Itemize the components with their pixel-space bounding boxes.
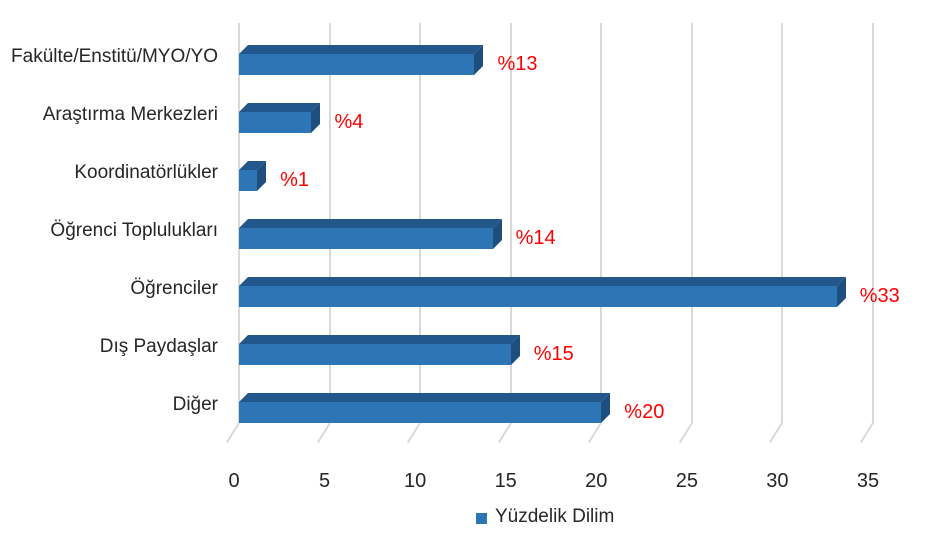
- category-label: Öğrenci Toplulukları: [50, 219, 218, 241]
- gridline: [690, 23, 693, 423]
- bar-value-label: %4: [334, 111, 364, 133]
- bar: %14: [239, 219, 873, 249]
- category-label: Koordinatörlükler: [74, 161, 218, 183]
- axis-tick: [225, 422, 240, 444]
- bar-row: %15: [239, 321, 873, 379]
- category-row: Öğrenciler: [0, 255, 218, 313]
- x-tick-label: 10: [403, 470, 427, 492]
- gridline: [509, 23, 512, 423]
- gridline: [238, 23, 240, 423]
- x-tick-label: 5: [319, 470, 331, 492]
- x-tick-label: 15: [494, 470, 517, 492]
- bar-row: %4: [239, 89, 873, 147]
- bar-front-face: [239, 402, 602, 423]
- plot-area: 0 5 10 15 20 25 30 35 %13 %: [225, 23, 900, 523]
- bar-front-face: [239, 344, 511, 365]
- bar-front-face: [239, 228, 493, 249]
- legend-label: Yüzdelik Dilim: [495, 506, 615, 527]
- bar-top-face: [239, 277, 846, 286]
- bar: %13: [239, 45, 873, 75]
- bar-value-label: %13: [497, 53, 538, 75]
- bar-top-face: [239, 335, 520, 344]
- gridline: [872, 23, 874, 423]
- bar: %33: [239, 277, 900, 307]
- bar-value-label: %20: [624, 401, 665, 423]
- bar-value-label: %1: [280, 169, 310, 191]
- bar-front-face: [239, 286, 837, 307]
- category-label: Öğrenciler: [130, 277, 218, 299]
- bar-row: %20: [239, 379, 873, 437]
- legend: Yüzdelik Dilim: [476, 506, 614, 528]
- gridline: [781, 23, 784, 423]
- bar-value-label: %15: [533, 343, 574, 365]
- bar-top-face: [239, 393, 611, 402]
- bar-top-face: [239, 45, 484, 54]
- bar-top-face: [239, 103, 321, 112]
- bar-row: %1: [239, 147, 873, 205]
- category-axis: Fakülte/Enstitü/MYO/YO Araştırma Merkezl…: [0, 23, 218, 429]
- x-tick-label: 35: [856, 470, 880, 492]
- category-row: Öğrenci Toplulukları: [0, 197, 218, 255]
- bar-row: %33: [239, 263, 900, 321]
- bar-front-face: [239, 54, 475, 75]
- bar-value-label: %33: [859, 285, 900, 307]
- x-tick-label: 30: [766, 470, 789, 492]
- x-tick-label: 25: [675, 470, 699, 492]
- bar: %15: [239, 335, 873, 365]
- bar-series: %13 %4 %1: [239, 31, 900, 437]
- category-label: Diğer: [172, 393, 218, 415]
- category-label: Dış Paydaşlar: [99, 335, 218, 357]
- bar-top-face: [239, 219, 502, 228]
- bar-row: %14: [239, 205, 873, 263]
- category-row: Dış Paydaşlar: [0, 313, 218, 371]
- x-tick-label: 0: [228, 470, 240, 492]
- bar-front-face: [239, 170, 258, 191]
- bar: %20: [239, 393, 873, 423]
- category-row: Koordinatörlükler: [0, 139, 218, 197]
- category-row: Fakülte/Enstitü/MYO/YO: [0, 23, 218, 81]
- bar-row: %13: [239, 31, 873, 89]
- category-label: Araştırma Merkezleri: [42, 103, 218, 125]
- bar-value-label: %14: [515, 227, 556, 249]
- bar: %4: [239, 103, 873, 133]
- legend-marker-icon: [476, 513, 487, 524]
- x-tick-label: 20: [585, 470, 608, 492]
- category-label: Fakülte/Enstitü/MYO/YO: [11, 45, 218, 67]
- category-row: Araştırma Merkezleri: [0, 81, 218, 139]
- bar: %1: [239, 161, 873, 191]
- category-row: Diğer: [0, 371, 218, 429]
- bar-front-face: [239, 112, 312, 133]
- gridline: [600, 23, 603, 423]
